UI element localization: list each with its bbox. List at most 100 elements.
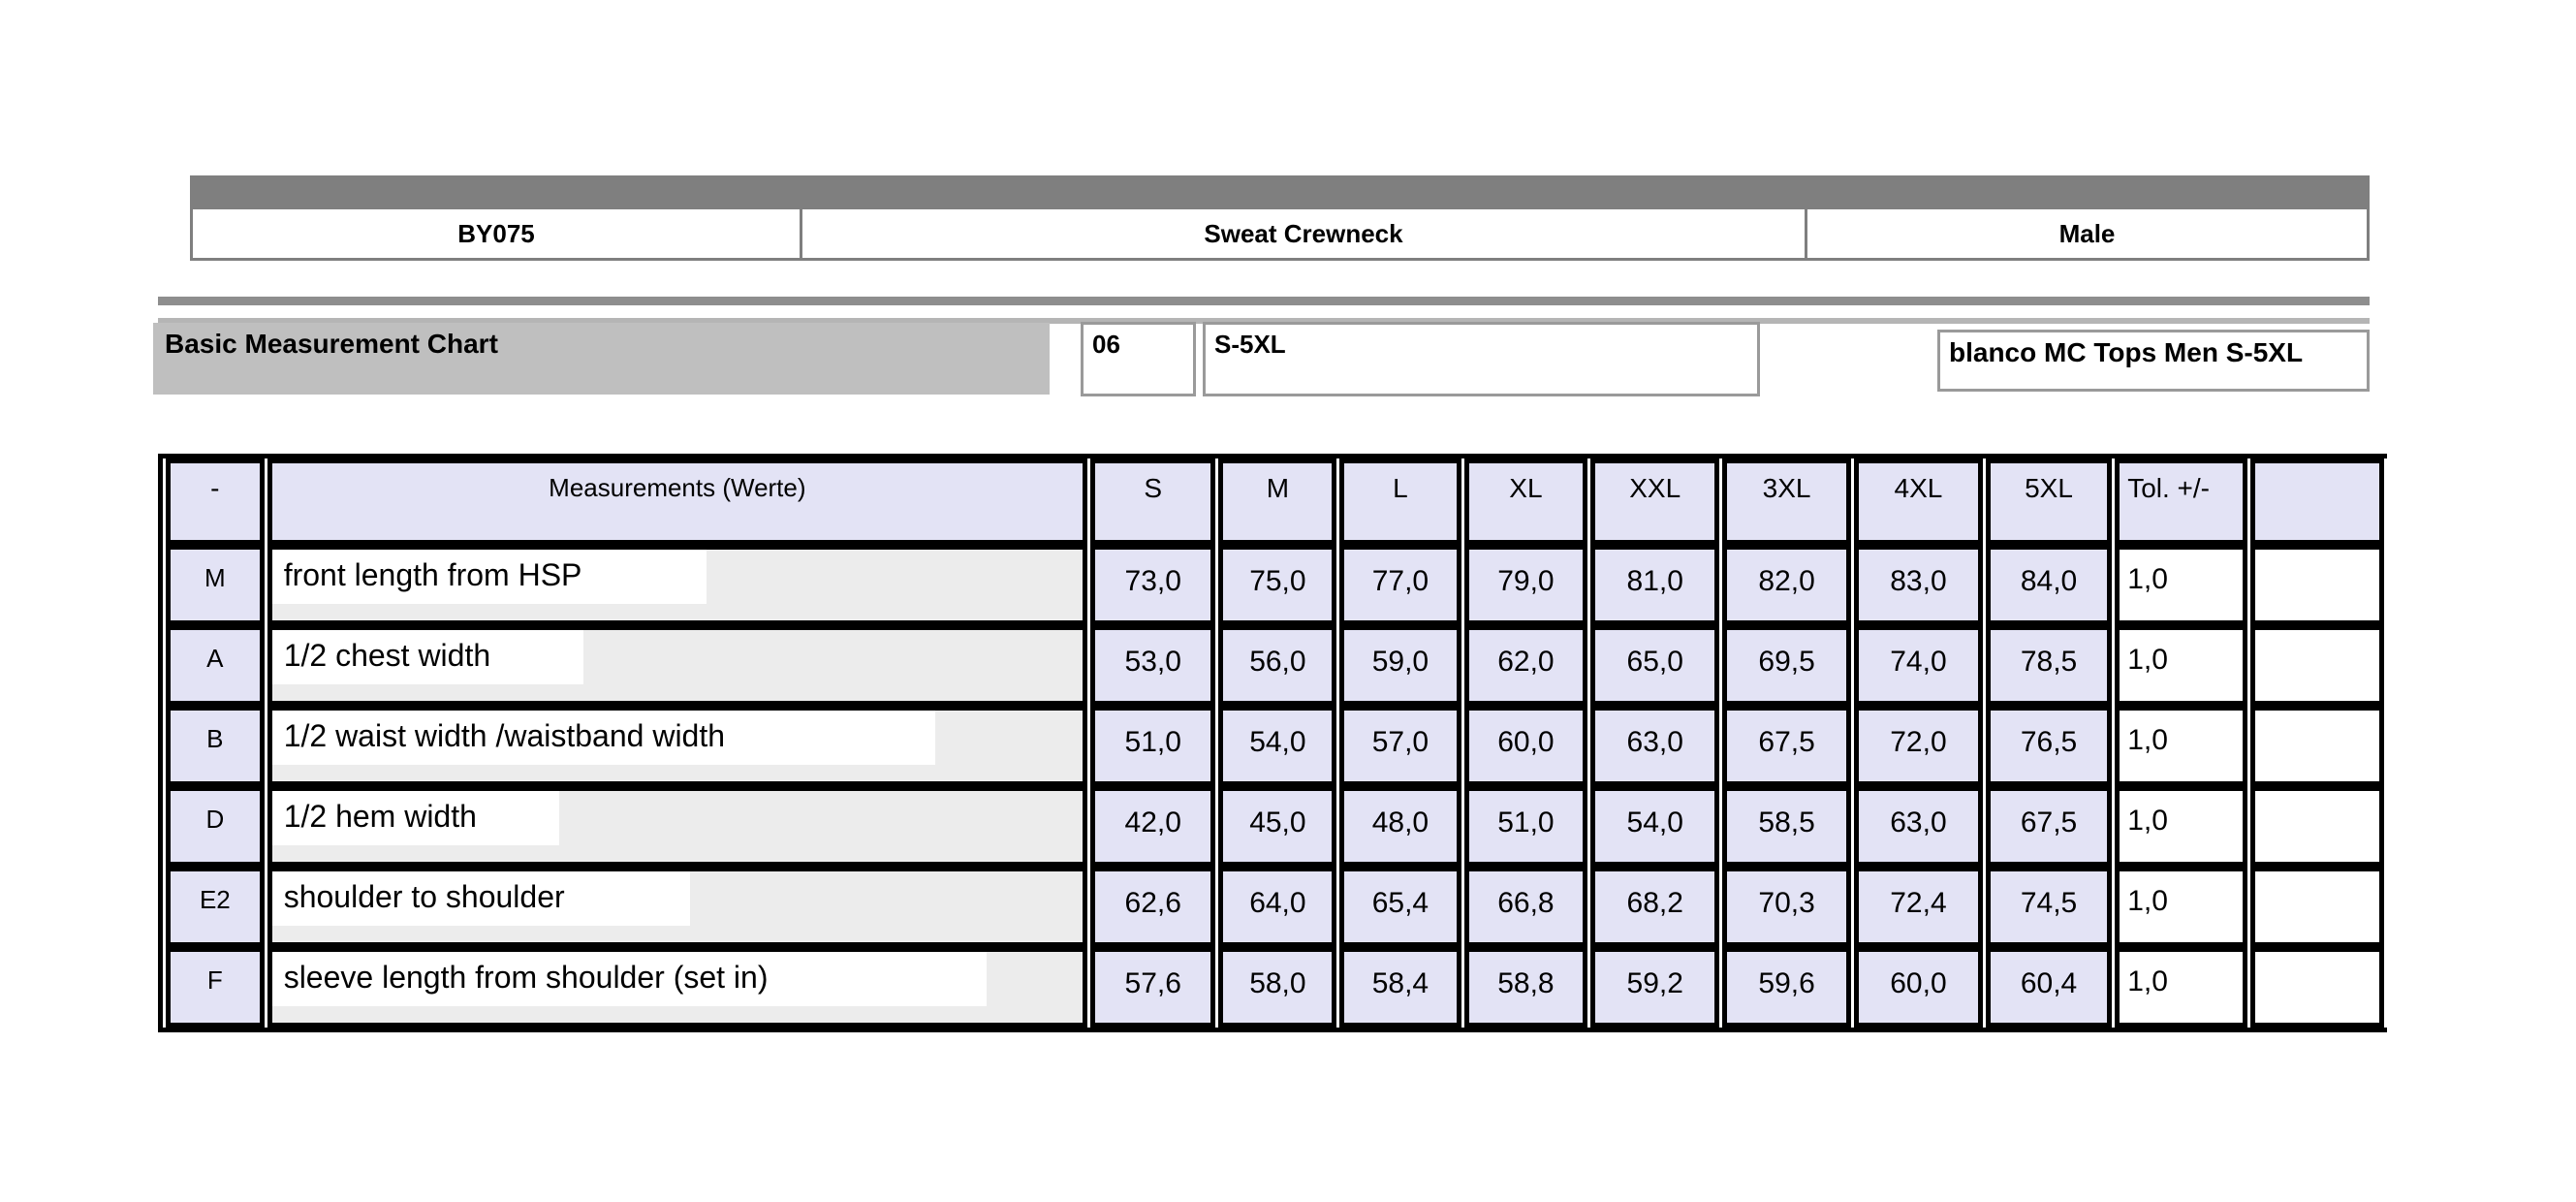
top-gray-bar — [190, 175, 2370, 206]
column-header-xxl: XXL — [1590, 459, 1720, 545]
measurement-label: sleeve length from shoulder (set in) — [271, 952, 987, 1006]
measure-code-cell: A — [166, 625, 265, 706]
value-cell-s: 62,6 — [1090, 867, 1216, 947]
value-cell-xl: 60,0 — [1463, 706, 1588, 786]
value-cell-xxl: 54,0 — [1590, 786, 1720, 867]
cutoff-column-cell — [2250, 625, 2384, 706]
value-cell-s: 51,0 — [1090, 706, 1216, 786]
value-cell-3xl: 69,5 — [1722, 625, 1852, 706]
value-cell-s: 53,0 — [1090, 625, 1216, 706]
value-cell-m: 58,0 — [1218, 947, 1337, 1028]
value-cell-3xl: 67,5 — [1722, 706, 1852, 786]
value-cell-5xl: 84,0 — [1985, 545, 2113, 625]
value-cell-m: 75,0 — [1218, 545, 1337, 625]
gender-cell: Male — [1805, 209, 2367, 258]
value-cell-xxl: 81,0 — [1590, 545, 1720, 625]
measurement-label: 1/2 hem width — [271, 791, 559, 845]
value-cell-s: 57,6 — [1090, 947, 1216, 1028]
measurement-name-cell: sleeve length from shoulder (set in) — [267, 947, 1087, 1028]
collection-name-box: blanco MC Tops Men S-5XL — [1937, 330, 2370, 392]
value-cell-s: 73,0 — [1090, 545, 1216, 625]
measurement-label: 1/2 waist width /waistband width — [271, 711, 935, 765]
value-cell-l: 48,0 — [1339, 786, 1461, 867]
cutoff-column-cell — [2250, 786, 2384, 867]
tolerance-cell: 1,0 — [2115, 545, 2248, 625]
value-cell-xxl: 59,2 — [1590, 947, 1720, 1028]
value-cell-xl: 58,8 — [1463, 947, 1588, 1028]
column-header-m: M — [1218, 459, 1337, 545]
value-cell-m: 64,0 — [1218, 867, 1337, 947]
column-header-tol: Tol. +/- — [2115, 459, 2248, 545]
measurement-label: shoulder to shoulder — [271, 871, 690, 926]
measurement-row-d: D 1/2 hem width 42,0 45,0 48,0 51,0 54,0 58,5 63… — [166, 786, 2384, 867]
value-cell-m: 56,0 — [1218, 625, 1337, 706]
value-cell-3xl: 58,5 — [1722, 786, 1852, 867]
value-cell-xxl: 65,0 — [1590, 625, 1720, 706]
value-cell-l: 58,4 — [1339, 947, 1461, 1028]
cutoff-column-cell — [2250, 706, 2384, 786]
cutoff-column-cell — [2250, 867, 2384, 947]
value-cell-m: 45,0 — [1218, 786, 1337, 867]
measure-code-cell: F — [166, 947, 265, 1028]
measurement-label: front length from HSP — [271, 550, 707, 604]
measurement-name-cell: 1/2 hem width — [267, 786, 1087, 867]
column-header-l: L — [1339, 459, 1461, 545]
size-range-box: S-5XL — [1203, 322, 1760, 396]
column-header-5xl: 5XL — [1985, 459, 2113, 545]
column-header-4xl: 4XL — [1854, 459, 1983, 545]
value-cell-4xl: 63,0 — [1854, 786, 1983, 867]
measurement-label: 1/2 chest width — [271, 630, 583, 684]
value-cell-3xl: 82,0 — [1722, 545, 1852, 625]
measure-code-cell: M — [166, 545, 265, 625]
value-cell-xxl: 63,0 — [1590, 706, 1720, 786]
section-divider-line-2 — [158, 318, 2370, 324]
value-cell-4xl: 60,0 — [1854, 947, 1983, 1028]
column-header-xl: XL — [1463, 459, 1588, 545]
value-cell-5xl: 74,5 — [1985, 867, 2113, 947]
value-cell-xl: 79,0 — [1463, 545, 1588, 625]
value-cell-4xl: 74,0 — [1854, 625, 1983, 706]
section-divider-line — [158, 297, 2370, 305]
tolerance-cell: 1,0 — [2115, 625, 2248, 706]
measure-code-cell: D — [166, 786, 265, 867]
column-header-s: S — [1090, 459, 1216, 545]
value-cell-l: 77,0 — [1339, 545, 1461, 625]
measurement-table-header-row: - Measurements (Werte) S M L XL XXL 3XL 4XL 5XL To… — [166, 459, 2384, 545]
value-cell-l: 59,0 — [1339, 625, 1461, 706]
measurement-row-b: B 1/2 waist width /waistband width 51,0 54,… — [166, 706, 2384, 786]
value-cell-xl: 51,0 — [1463, 786, 1588, 867]
chart-code-box: 06 — [1081, 322, 1196, 396]
tolerance-cell: 1,0 — [2115, 947, 2248, 1028]
cutoff-column-cell — [2250, 947, 2384, 1028]
value-cell-4xl: 72,4 — [1854, 867, 1983, 947]
tolerance-cell: 1,0 — [2115, 867, 2248, 947]
measurement-table-container: - Measurements (Werte) S M L XL XXL 3XL 4XL 5XL To… — [158, 454, 2387, 1037]
measurement-row-e2: E2 shoulder to shoulder 62,6 64,0 65,4 66,8 68… — [166, 867, 2384, 947]
value-cell-l: 57,0 — [1339, 706, 1461, 786]
style-id-row: BY075 Sweat Crewneck Male — [190, 206, 2370, 261]
value-cell-5xl: 60,4 — [1985, 947, 2113, 1028]
value-cell-xl: 66,8 — [1463, 867, 1588, 947]
measurement-table: - Measurements (Werte) S M L XL XXL 3XL 4XL 5XL To… — [158, 454, 2387, 1032]
column-header-3xl: 3XL — [1722, 459, 1852, 545]
value-cell-5xl: 78,5 — [1985, 625, 2113, 706]
value-cell-4xl: 83,0 — [1854, 545, 1983, 625]
value-cell-l: 65,4 — [1339, 867, 1461, 947]
tolerance-cell: 1,0 — [2115, 786, 2248, 867]
value-cell-m: 54,0 — [1218, 706, 1337, 786]
measurement-name-cell: shoulder to shoulder — [267, 867, 1087, 947]
measure-code-cell: B — [166, 706, 265, 786]
value-cell-xl: 62,0 — [1463, 625, 1588, 706]
value-cell-5xl: 76,5 — [1985, 706, 2113, 786]
measure-code-cell: E2 — [166, 867, 265, 947]
value-cell-3xl: 70,3 — [1722, 867, 1852, 947]
measurement-name-cell: 1/2 chest width — [267, 625, 1087, 706]
measurement-row-a: A 1/2 chest width 53,0 56,0 59,0 62,0 65,0 69,5… — [166, 625, 2384, 706]
value-cell-xxl: 68,2 — [1590, 867, 1720, 947]
column-header-measurements-werte: Measurements (Werte) — [267, 459, 1087, 545]
value-cell-s: 42,0 — [1090, 786, 1216, 867]
cutoff-column-header — [2250, 459, 2384, 545]
value-cell-4xl: 72,0 — [1854, 706, 1983, 786]
value-cell-3xl: 59,6 — [1722, 947, 1852, 1028]
